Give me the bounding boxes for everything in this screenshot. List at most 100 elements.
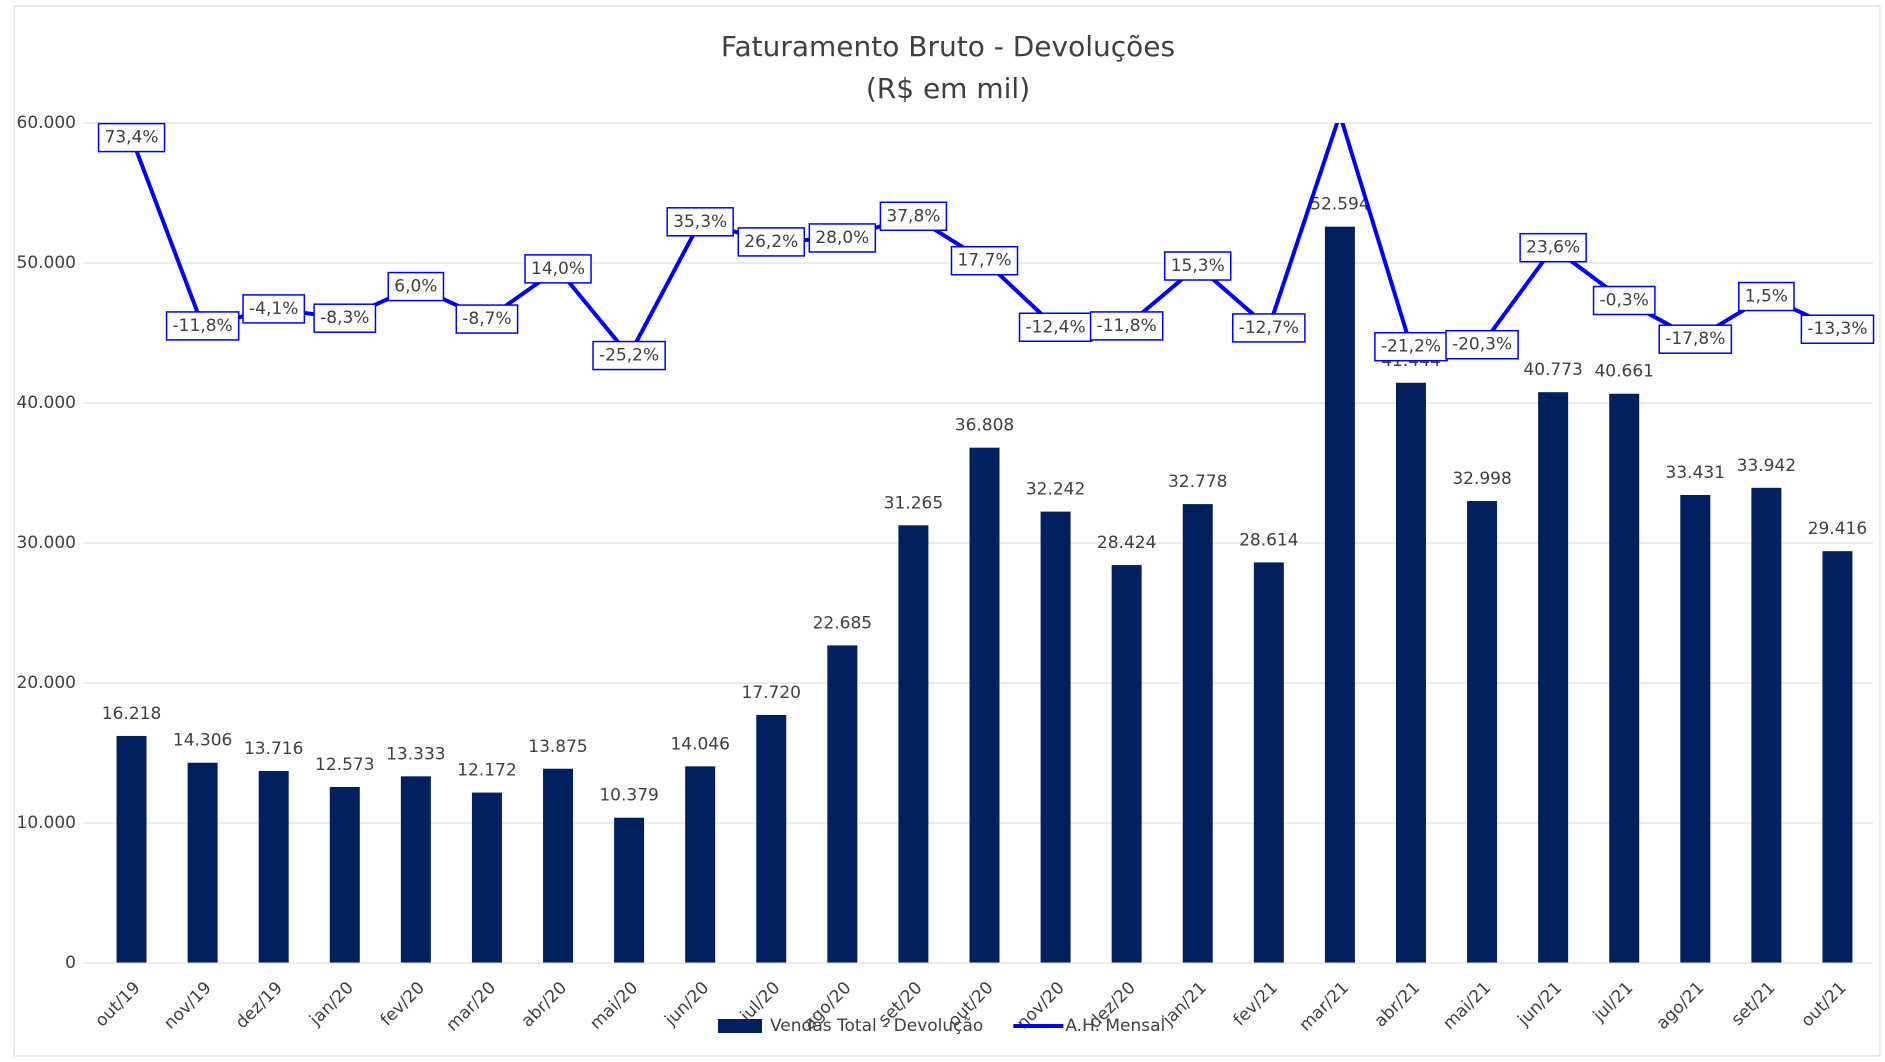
line-value-label: -11,8%: [173, 316, 233, 336]
bar: [1822, 551, 1853, 963]
line-value-box: [1163, 251, 1232, 281]
line-value-box: [242, 294, 306, 324]
line-value-box: [950, 245, 1019, 276]
line-value-box: [1374, 331, 1448, 362]
bar-value-label: 13.716: [244, 739, 303, 759]
bar: [898, 525, 929, 963]
bar: [1182, 504, 1213, 963]
x-tick-label: jun/20: [660, 978, 713, 1031]
bar-value-label: 31.265: [884, 493, 943, 513]
legend-label: A.H. Mensal: [1065, 1016, 1165, 1036]
line-value-label: 14,0%: [531, 259, 585, 279]
x-tick-label: nov/19: [160, 978, 216, 1034]
line-value-label: -17,8%: [1665, 329, 1725, 349]
chart-subtitle: (R$ em mil): [866, 72, 1030, 105]
line-value-label: -4,1%: [249, 299, 298, 319]
bar-value-label: 12.573: [315, 755, 374, 775]
x-tick-label: jan/20: [305, 978, 358, 1031]
bar-value-label: 36.808: [955, 416, 1014, 436]
line-value-box: [1800, 314, 1875, 344]
bar-value-label: 17.720: [742, 683, 801, 703]
bar-value-label: 33.431: [1666, 463, 1725, 483]
bar: [543, 768, 574, 963]
bar-value-label: 32.998: [1452, 469, 1511, 489]
bar: [400, 776, 431, 963]
x-tick-label: jan/21: [1158, 978, 1211, 1031]
bar: [1467, 501, 1498, 963]
line-value-box: [313, 303, 377, 333]
bar-value-label: 29.416: [1808, 519, 1867, 539]
y-tick-label: 0: [65, 953, 76, 973]
bar: [1324, 226, 1355, 963]
line-value-label: 35,3%: [673, 212, 727, 232]
x-tick-label: jun/21: [1513, 978, 1566, 1031]
line-value-label: 73,4%: [105, 128, 159, 148]
x-tick-label: dez/19: [232, 978, 287, 1033]
bar: [329, 786, 360, 963]
bar: [969, 447, 1000, 963]
line-value-label: -25,2%: [599, 346, 659, 366]
line-value-label: -12,4%: [1026, 317, 1086, 337]
y-tick-label: 50.000: [17, 253, 76, 273]
line-value-label: 26,2%: [744, 232, 798, 252]
legend-swatch: [718, 1019, 762, 1033]
x-tick-label: ago/21: [1653, 978, 1709, 1034]
bar: [1609, 393, 1640, 964]
bar-value-label: 14.306: [173, 731, 232, 751]
bar: [1538, 392, 1569, 964]
x-tick-label: mar/20: [443, 978, 501, 1036]
x-tick-label: fev/21: [1230, 978, 1282, 1030]
bar-value-label: 40.661: [1594, 362, 1653, 382]
line-value-box: [1445, 329, 1519, 360]
y-tick-label: 40.000: [17, 393, 76, 413]
bar-value-label: 22.685: [813, 613, 872, 633]
line-value-label: 23,6%: [1526, 238, 1580, 258]
bar: [471, 792, 502, 963]
line-value-label: 1,5%: [1745, 287, 1788, 307]
line-value-box: [1658, 324, 1733, 354]
bar: [116, 735, 147, 963]
line-value-box: [524, 254, 592, 284]
x-tick-label: out/19: [91, 978, 144, 1031]
line-value-box: [1089, 311, 1164, 341]
line-value-box: [1519, 232, 1587, 263]
bar: [756, 714, 787, 963]
line-value-label: 6,0%: [394, 277, 437, 297]
x-tick-label: out/21: [1797, 978, 1850, 1031]
bar: [1111, 565, 1142, 963]
line-value-box: [808, 223, 877, 253]
y-tick-label: 10.000: [17, 813, 76, 833]
bar: [685, 766, 716, 963]
bar: [614, 817, 645, 963]
x-tick-label: mai/21: [1439, 978, 1495, 1034]
bar: [1680, 494, 1711, 963]
y-tick-label: 60.000: [17, 113, 76, 133]
bar: [1395, 382, 1426, 963]
line-value-label: -13,3%: [1807, 319, 1867, 339]
x-tick-label: set/21: [1728, 978, 1780, 1030]
bar-value-label: 28.614: [1239, 530, 1298, 550]
bar: [827, 645, 858, 963]
line-value-label: -11,8%: [1097, 316, 1157, 336]
line-value-label: 37,8%: [886, 206, 940, 226]
x-tick-label: abr/20: [518, 978, 571, 1031]
x-tick-label: fev/20: [377, 978, 429, 1030]
bar-value-label: 40.773: [1523, 360, 1582, 380]
bar: [187, 762, 218, 963]
line-value-box: [666, 207, 734, 237]
bar: [258, 770, 289, 963]
line-value-label: -21,2%: [1381, 337, 1441, 357]
line-value-label: 28,0%: [815, 228, 869, 248]
line-value-box: [165, 311, 240, 341]
chart-border: [13, 5, 1881, 1057]
line-value-box: [592, 340, 666, 371]
bar-value-label: 52.594: [1310, 195, 1369, 215]
line-value-box: [97, 122, 166, 153]
line-value-label: 17,7%: [957, 251, 1011, 271]
bar: [1040, 511, 1071, 963]
bar-value-label: 33.942: [1737, 456, 1796, 476]
bar-value-label: 14.046: [670, 734, 729, 754]
line-value-label: -20,3%: [1452, 335, 1512, 355]
line-value-box: [1738, 281, 1795, 312]
